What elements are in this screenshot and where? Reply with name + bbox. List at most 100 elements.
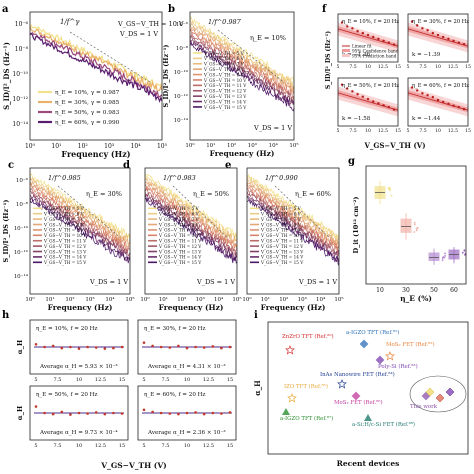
x-tick-label: 15 (465, 128, 471, 134)
y-tick-label: 10⁻⁶ (16, 177, 29, 184)
legend-label: 95% Prediction band (352, 54, 397, 59)
data-point (51, 344, 55, 348)
x-tick-label: 10¹ (206, 142, 215, 149)
legend-label: V_GS−V_TH = 13 V (43, 249, 87, 254)
panel-a-axes (29, 11, 163, 141)
legend-label: V_GS−V_TH = 10 V (158, 233, 202, 238)
legend-label: η_E = 50%, γ = 0.983 (55, 110, 120, 116)
panel-letter-g: g (348, 156, 355, 167)
series-line (144, 194, 238, 261)
x-axis-label: η_E (%) (400, 294, 432, 303)
x-tick-label: 10⁵ (334, 296, 343, 303)
legend-label: V_GS−V_TH = 7 V (260, 217, 302, 222)
y-tick-label: 10⁻¹² (14, 249, 28, 256)
data-point (60, 410, 64, 414)
legend-label: V_GS−V_TH = 7 V (158, 217, 200, 222)
legend-label: V_GS−V_TH = 5 V (203, 51, 245, 56)
data-point (447, 102, 450, 106)
data-point (462, 42, 466, 46)
data-point (421, 27, 424, 30)
x-tick-label: 10³ (298, 296, 307, 303)
x-tick-label: 12.5 (378, 64, 388, 70)
y-tick-label: 10⁻¹⁴ (174, 117, 189, 124)
x-tick-label: 15 (119, 377, 125, 383)
series-line (246, 182, 340, 250)
vds-annotation: V_DS = 1 V (196, 278, 235, 286)
x-tick-label: 10⁴ (105, 296, 115, 303)
data-point (387, 106, 390, 109)
device-label: a-Si:H/c-Si FET (Ref.⁸⁸) (352, 421, 415, 428)
box-point (415, 227, 418, 230)
legend-label: V_GS−V_TH = 11 V (260, 239, 304, 244)
series-line (29, 177, 131, 245)
x-tick-label: 10⁴ (269, 142, 279, 149)
data-point (220, 412, 223, 415)
x-tick-label: 10⁵ (125, 296, 134, 303)
data-point (60, 346, 64, 350)
data-point (34, 343, 38, 346)
x-tick-label: 15 (227, 443, 233, 449)
data-point (112, 346, 115, 350)
x-tick-label: 10² (279, 296, 288, 303)
data-point (77, 411, 81, 415)
subplot-label: η_E = 60%, f = 20 Hz (412, 83, 469, 89)
y-tick-label: 10⁻⁸ (15, 46, 29, 53)
series-line (144, 197, 238, 264)
x-tick-label: 15 (395, 64, 401, 70)
x-tick-label: 7.5 (349, 64, 356, 70)
data-point (220, 346, 223, 350)
data-point (43, 345, 46, 349)
panel-a: 10⁻⁶ 10⁻⁸ 10⁻¹⁰ 10⁻¹² 10⁻¹⁴ 10⁰ 10¹ 10² 10³ 10⁴ 10… (2, 18, 184, 159)
device-label: IZO TFT (Ref.⁸⁵) (284, 383, 328, 390)
series-line (29, 198, 131, 264)
x-axis-label: V_GS−V_TH (V) (363, 141, 425, 150)
device-marker (425, 387, 435, 397)
box-point (444, 254, 447, 257)
x-tick-label: 15 (465, 64, 471, 70)
series-line (189, 29, 295, 100)
panel-f-subplot-axes (337, 13, 399, 63)
x-tick-label: 10³ (196, 296, 205, 303)
data-point (361, 31, 364, 35)
x-tick-label: 7.5 (349, 128, 356, 134)
legend-label: Linear fit (352, 44, 372, 49)
panel-i: Recent devices α_H ZnZrO TFT (Ref.⁸⁰) a-IGZ… (253, 329, 467, 468)
data-point (431, 31, 434, 35)
panel-letter-h: h (2, 310, 10, 321)
slope-value: k = −1.39 (412, 52, 441, 58)
data-point (69, 345, 72, 349)
data-point (410, 20, 414, 23)
x-tick-label: 10³ (248, 142, 257, 149)
device-marker (351, 391, 361, 401)
series-line (29, 33, 163, 103)
data-point (194, 411, 197, 414)
x-tick-label: 15 (119, 443, 125, 449)
panel-f-subplot-axes (407, 13, 469, 63)
panel-d: 10⁰ 10¹ 10² 10³ 10⁴ 10⁵ Frequency (Hz) 1/f^0.98… (140, 173, 242, 312)
legend-label: η_E = 30%, γ = 0.985 (55, 100, 120, 106)
series-line (246, 180, 340, 250)
x-tick-label: 10⁰ (25, 296, 35, 303)
data-point (366, 97, 370, 101)
slope-value: k = −1.44 (412, 116, 441, 122)
panel-letter-d: d (123, 160, 130, 171)
subplot-label: η_E = 60%, f = 20 Hz (144, 392, 206, 398)
data-point (340, 83, 344, 86)
vds-annotation: V_DS = 1 V (89, 278, 128, 286)
box-point (463, 249, 466, 252)
data-point (94, 411, 98, 414)
device-marker (385, 351, 395, 361)
bias-annotation: V_GS−V_TH = 10 V (117, 20, 184, 28)
data-point (211, 411, 215, 415)
x-tick-label: 10⁰ (242, 296, 252, 303)
x-tick-label: 12.5 (448, 64, 458, 70)
y-axis-label: S_ID/I²_DS (Hz⁻¹) (162, 45, 170, 108)
guide-line (172, 185, 228, 238)
eta-annotation: η_E = 60% (295, 190, 331, 198)
legend-label: V_GS−V_TH = 13 V (203, 94, 247, 99)
data-point (377, 102, 380, 105)
panel-letter-e: e (225, 160, 231, 171)
legend-label: V_GS−V_TH = 5 V (43, 206, 85, 211)
data-point (416, 89, 419, 92)
